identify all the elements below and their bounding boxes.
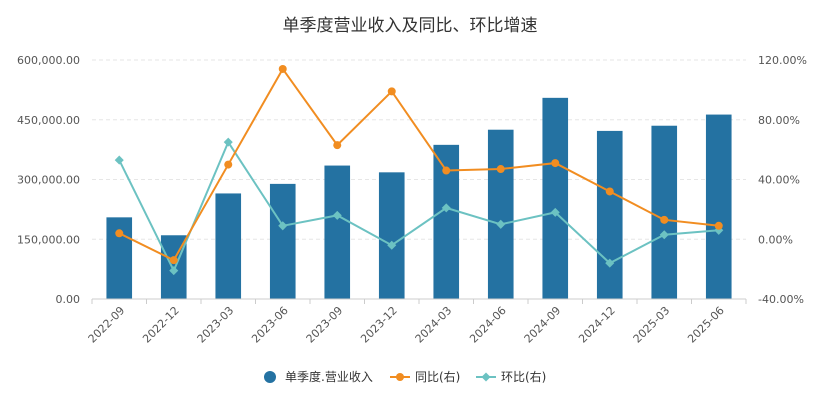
left-tick-label: 300,000.00 (17, 174, 80, 187)
series-line (118, 67, 719, 262)
bar (705, 114, 732, 300)
bar (542, 97, 569, 299)
x-tick-label: 2025-06 (685, 304, 727, 346)
bar (215, 193, 242, 299)
right-tick-label: 120.00% (758, 54, 807, 67)
series-line (118, 140, 719, 274)
point (387, 87, 396, 96)
x-tick-label: 2022-09 (86, 304, 128, 346)
point (333, 141, 342, 150)
bar (324, 165, 351, 299)
legend-marker (264, 371, 276, 383)
point (169, 256, 178, 265)
right-tick-label: 0.00% (758, 233, 793, 246)
point (114, 155, 124, 165)
bar-series (106, 97, 732, 300)
point (223, 137, 233, 147)
point (660, 215, 669, 224)
x-tick-label: 2023-09 (304, 304, 346, 346)
point (714, 221, 723, 230)
left-tick-label: 600,000.00 (17, 54, 80, 67)
bar (596, 130, 623, 299)
x-tick-label: 2024-03 (413, 304, 455, 346)
point (115, 229, 124, 238)
point (605, 187, 614, 196)
right-tick-label: 80.00% (758, 114, 800, 127)
point (605, 258, 615, 268)
point (496, 165, 505, 174)
legend-marker (396, 373, 404, 381)
bar (269, 183, 296, 299)
legend-marker (481, 372, 491, 382)
x-axis: 2022-09 2022-12 2023-03 2023-06 2023-09 2023-… (86, 298, 747, 346)
chart-title: 单季度营业收入及同比、环比增速 (283, 16, 538, 36)
point (442, 166, 451, 175)
point (169, 266, 179, 276)
legend-label: 同比(右) (415, 369, 460, 384)
point (278, 64, 287, 73)
legend-label: 环比(右) (501, 369, 546, 384)
right-tick-label: -40.00% (758, 293, 804, 306)
legend: 单季度.营业收入 同比(右) 环比(右) (264, 369, 546, 384)
right-axis: -40.00% 0.00% 40.00% 80.00% 120.00% (758, 54, 807, 306)
point (224, 160, 233, 169)
right-tick-label: 40.00% (758, 174, 800, 187)
legend-label: 单季度.营业收入 (285, 369, 373, 384)
left-tick-label: 450,000.00 (17, 114, 80, 127)
left-axis: 0.00 150,000.00 300,000.00 450,000.00 600,00… (17, 54, 80, 306)
left-tick-label: 0.00 (56, 293, 81, 306)
line-series (114, 64, 724, 276)
x-tick-label: 2025-03 (631, 304, 673, 346)
x-tick-label: 2024-09 (522, 304, 564, 346)
x-tick-label: 2023-06 (249, 304, 291, 346)
x-tick-label: 2022-12 (140, 304, 182, 346)
x-tick-label: 2024-12 (576, 304, 618, 346)
grid (92, 59, 746, 300)
bar (378, 172, 405, 299)
left-tick-label: 150,000.00 (17, 233, 80, 246)
point (551, 159, 560, 168)
bar (651, 125, 678, 299)
x-tick-label: 2024-06 (467, 304, 509, 346)
x-tick-label: 2023-12 (358, 304, 400, 346)
x-tick-label: 2023-03 (195, 304, 237, 346)
bar (487, 129, 514, 299)
